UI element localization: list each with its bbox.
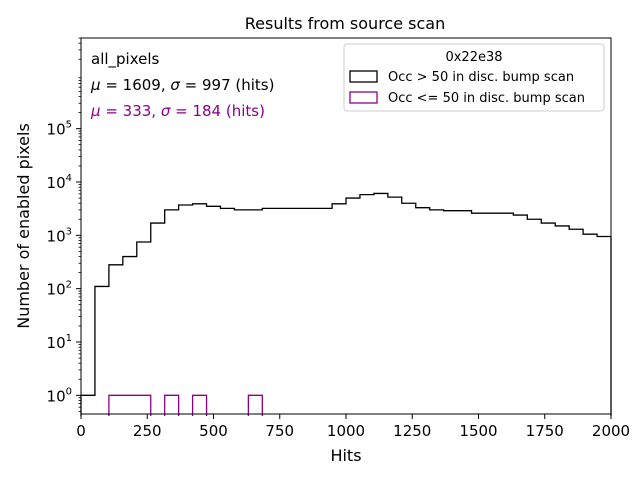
bin-bar — [81, 395, 95, 414]
bin-bar — [318, 208, 332, 414]
series-occ-gt-50 — [80, 192, 612, 416]
x-tick-label: 250 — [133, 422, 162, 440]
bin-bar — [416, 208, 430, 414]
y-tick-label: 105 — [47, 120, 72, 139]
bin-bar — [276, 208, 290, 414]
chart-title: Results from source scan — [245, 14, 445, 33]
bin-bar — [332, 204, 346, 414]
bin-bar — [360, 195, 374, 414]
x-tick-label: 500 — [199, 422, 228, 440]
bin-bar — [541, 223, 555, 414]
bin-bar — [95, 286, 109, 414]
bin-bar — [597, 237, 611, 414]
bin-bar — [220, 208, 234, 414]
bin-bar — [430, 210, 444, 414]
bin-bar — [165, 210, 179, 414]
legend-title: 0x22e38 — [445, 50, 502, 65]
x-tick-label: 750 — [265, 422, 294, 440]
legend-swatch-black — [349, 70, 378, 83]
x-tick-label: 2000 — [592, 422, 630, 440]
x-tick-label: 1250 — [393, 422, 431, 440]
bin-bar — [137, 395, 151, 414]
x-axis-ticks: 0 250 500 750 1000 1250 1500 1750 2000 — [76, 414, 630, 440]
bin-bar — [458, 211, 472, 414]
legend: 0x22e38 Occ > 50 in disc. bump scan Occ … — [343, 43, 605, 112]
bin-bar — [109, 395, 123, 414]
bin-bar — [193, 204, 207, 414]
bin-bar — [304, 208, 318, 414]
bin-bar — [374, 193, 388, 414]
bin-bar — [179, 205, 193, 414]
legend-entry-black: Occ > 50 in disc. bump scan — [388, 70, 574, 85]
series-occ-le-50 — [108, 394, 263, 416]
bin-bar — [527, 219, 541, 414]
bin-bar — [151, 223, 165, 414]
x-tick-label: 1750 — [526, 422, 564, 440]
y-axis-ticks: 100 101 102 103 104 105 — [47, 37, 81, 412]
legend-box — [343, 43, 605, 112]
series-outline — [80, 192, 612, 416]
series-outline — [108, 394, 263, 416]
dataset-label: all_pixels — [91, 50, 160, 69]
bin-bar — [499, 213, 513, 414]
plot-area — [80, 192, 612, 416]
y-tick-label: 102 — [47, 280, 72, 299]
x-axis-label: Hits — [330, 446, 361, 465]
bin-bar — [137, 242, 151, 414]
bin-bar — [555, 226, 569, 414]
bin-bar — [109, 265, 123, 414]
bin-bar — [569, 229, 583, 414]
bin-bar — [123, 257, 137, 414]
bin-bar — [513, 215, 527, 414]
y-tick-label: 101 — [47, 333, 72, 352]
bin-bar — [583, 234, 597, 414]
bin-bar — [207, 206, 221, 414]
bin-bar — [346, 198, 360, 414]
legend-swatch-purple — [349, 91, 378, 104]
bin-bar — [248, 210, 262, 414]
y-axis-label: Number of enabled pixels — [14, 123, 33, 329]
bin-bar — [444, 211, 458, 414]
bin-bar — [248, 395, 262, 414]
y-tick-label: 103 — [47, 226, 72, 245]
x-tick-label: 1000 — [327, 422, 365, 440]
stats-purple: μ = 333, σ = 184 (hits) — [90, 102, 265, 120]
bin-bar — [402, 203, 416, 414]
bin-bar — [485, 213, 499, 414]
bin-bar — [290, 208, 304, 414]
x-tick-label: 1500 — [459, 422, 497, 440]
x-tick-label: 0 — [76, 422, 86, 440]
y-tick-label: 104 — [47, 173, 72, 192]
bin-bar — [262, 208, 276, 414]
bin-bar — [165, 395, 179, 414]
bin-bar — [123, 395, 137, 414]
bin-bar — [388, 197, 402, 414]
stats-black: μ = 1609, σ = 997 (hits) — [90, 76, 274, 94]
bin-bar — [234, 210, 248, 414]
y-tick-label: 100 — [47, 386, 72, 405]
legend-entry-purple: Occ <= 50 in disc. bump scan — [388, 91, 585, 106]
bin-bar — [472, 213, 486, 414]
bin-bar — [193, 395, 207, 414]
